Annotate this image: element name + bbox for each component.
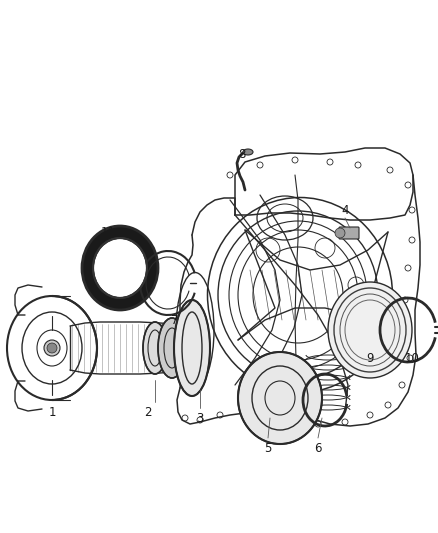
Text: 10: 10	[405, 351, 420, 365]
Ellipse shape	[93, 238, 147, 298]
Text: 11: 11	[100, 225, 116, 238]
Ellipse shape	[143, 322, 167, 374]
Text: 3: 3	[196, 411, 204, 424]
Ellipse shape	[243, 149, 253, 155]
Text: 6: 6	[314, 441, 322, 455]
Text: 7: 7	[171, 313, 179, 327]
Ellipse shape	[238, 352, 322, 444]
Ellipse shape	[158, 318, 186, 378]
Ellipse shape	[335, 228, 345, 238]
Ellipse shape	[47, 343, 57, 353]
Text: 9: 9	[366, 351, 374, 365]
Ellipse shape	[174, 300, 210, 396]
Text: 2: 2	[144, 406, 152, 418]
Ellipse shape	[328, 282, 412, 378]
Text: 1: 1	[48, 406, 56, 418]
Text: 5: 5	[264, 441, 272, 455]
Ellipse shape	[82, 226, 158, 310]
Text: 8: 8	[238, 149, 246, 161]
Ellipse shape	[44, 340, 60, 356]
FancyBboxPatch shape	[339, 227, 359, 239]
Text: 4: 4	[341, 204, 349, 216]
